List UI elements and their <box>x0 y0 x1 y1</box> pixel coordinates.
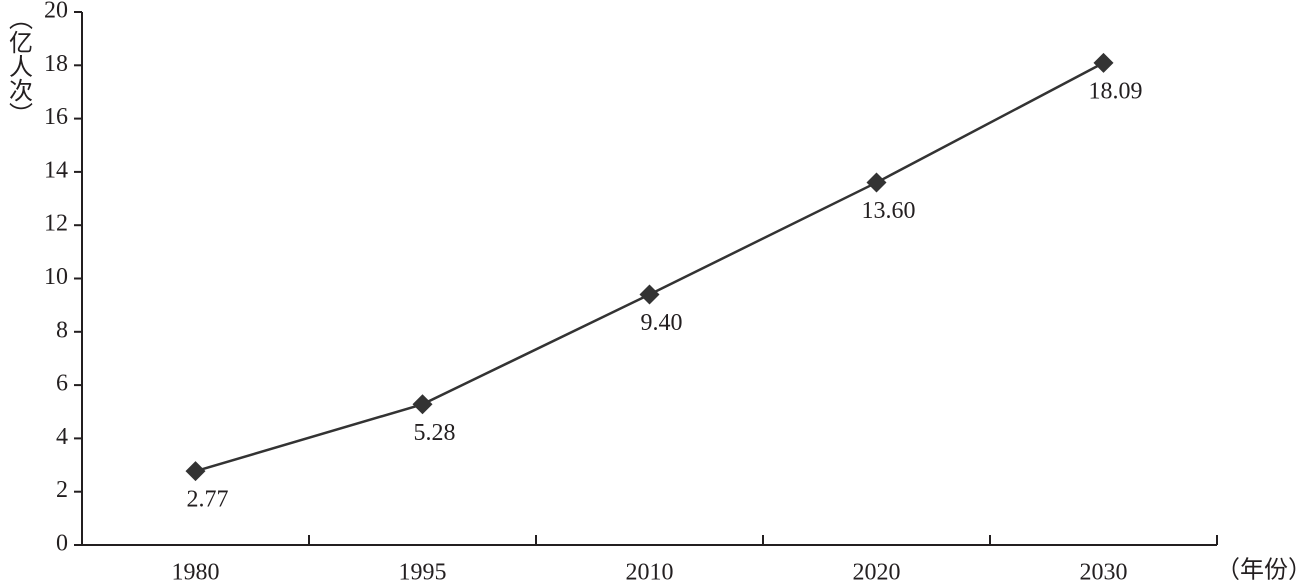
marker <box>639 284 660 305</box>
x-tick-label: 1980 <box>172 560 220 586</box>
marker <box>412 394 433 415</box>
y-tick-label: 18 <box>44 51 68 77</box>
y-tick-label: 4 <box>56 424 68 450</box>
marker <box>1093 52 1114 73</box>
x-tick-label: 2020 <box>853 560 901 586</box>
data-label: 18.09 <box>1089 78 1143 104</box>
x-tick-label: 1995 <box>399 560 447 586</box>
y-tick-label: 14 <box>44 157 68 183</box>
x-tick-label: 2030 <box>1080 560 1128 586</box>
y-tick-label: 12 <box>44 211 68 237</box>
x-tick-label: 2010 <box>626 560 674 586</box>
x-axis-label: （年份） <box>1216 557 1312 584</box>
y-tick-label: 10 <box>44 264 68 290</box>
y-tick-label: 8 <box>56 317 68 343</box>
y-tick-label: 16 <box>44 104 68 130</box>
data-label: 9.40 <box>641 310 683 336</box>
data-label: 13.60 <box>862 198 916 224</box>
marker <box>866 172 887 193</box>
marker <box>185 461 206 482</box>
y-tick-label: 6 <box>56 371 68 397</box>
data-label: 2.77 <box>187 487 229 513</box>
line <box>195 61 1105 473</box>
y-axis-label: （亿人次） <box>4 6 32 126</box>
y-tick-label: 2 <box>56 477 68 503</box>
data-label: 5.28 <box>414 420 456 446</box>
y-tick-label: 20 <box>44 0 68 24</box>
y-tick-label: 0 <box>56 531 68 557</box>
